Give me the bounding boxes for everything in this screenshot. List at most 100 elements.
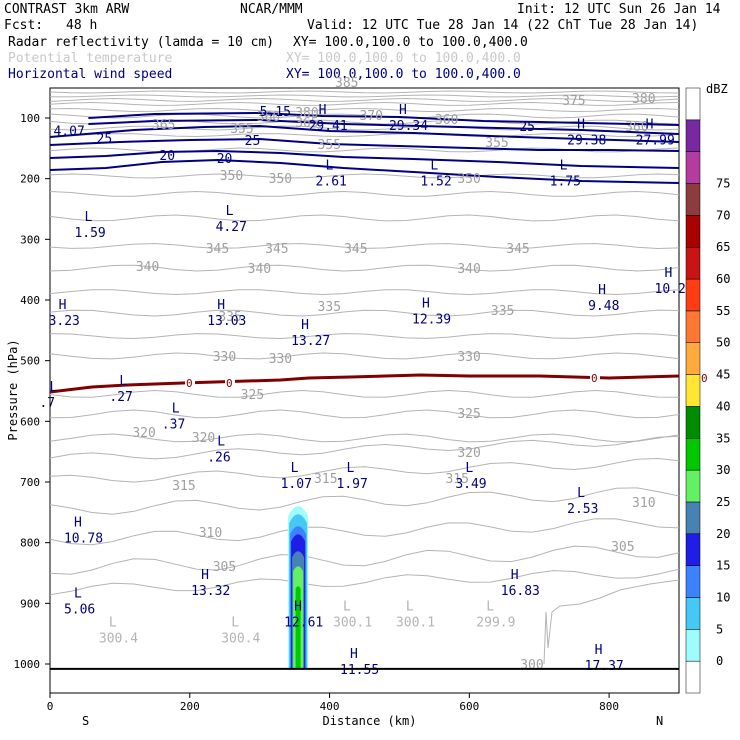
extremum-value: 2.61 <box>316 175 347 190</box>
y-tick-label: 800 <box>20 537 40 550</box>
extremum-type: L <box>74 586 82 601</box>
forecast-label: Fcst: <box>4 18 43 33</box>
theta-contour-labels: 385 380 380 375 370 365 365 360 360 360 355 355 355 3… <box>132 76 655 673</box>
wind-label: 0 <box>226 377 233 390</box>
theta-contour-line <box>49 264 680 272</box>
theta-label: 360 <box>625 120 648 135</box>
theta-label: 340 <box>457 262 480 277</box>
colorbar-swatch <box>685 597 701 630</box>
theta-label: 345 <box>206 242 229 257</box>
colorbar-swatch <box>685 660 701 694</box>
theta-contour-line <box>49 97 680 102</box>
zero-wind-line <box>49 373 680 394</box>
theta-label: 355 <box>318 138 341 153</box>
colorbar-swatch <box>685 533 701 566</box>
wind-label: 0 <box>186 377 193 390</box>
extremum-value: 3.23 <box>49 314 80 329</box>
extremum-type: L <box>347 461 355 476</box>
extremum-value: 11.55 <box>340 663 379 678</box>
y-tick-label: 500 <box>20 355 40 368</box>
theta-contour-line <box>49 125 680 131</box>
extremum-type: H <box>350 647 358 662</box>
colorbar-swatch <box>685 310 701 343</box>
colorbar-level: 60 <box>716 272 730 286</box>
colorbar-unit: dBZ <box>706 82 728 96</box>
wind-label-mask <box>185 378 195 387</box>
field-reflectivity-xy: XY= 100.0,100.0 to 100.0,400.0 <box>293 35 528 50</box>
x-tick-label: 400 <box>320 700 340 713</box>
y-tick-label: 1000 <box>14 658 41 671</box>
colorbar-level: 45 <box>716 368 730 382</box>
wind-label: 20 <box>159 149 175 164</box>
theta-contour-line <box>49 309 680 317</box>
colorbar-swatch <box>685 119 701 152</box>
header: CONTRAST 3km ARW NCAR/MMM Init: 12 UTC S… <box>4 2 721 82</box>
x-tick-label: 200 <box>180 700 200 713</box>
wind-contour-line <box>88 118 680 135</box>
extremum-value: 1.59 <box>74 226 105 241</box>
init-time: Init: 12 UTC Sun 26 Jan 14 <box>517 2 721 17</box>
extremum-type: H <box>598 283 606 298</box>
colorbar-swatch <box>685 406 701 439</box>
extremum-value: 300.1 <box>333 616 372 631</box>
extremum-type: H <box>319 103 327 118</box>
colorbar-level: 55 <box>716 304 730 318</box>
extremum-type: H <box>511 568 519 583</box>
extremum-type: L <box>577 486 585 501</box>
extremum-value: 13.32 <box>191 584 230 599</box>
theta-label: 365 <box>295 116 318 131</box>
theta-label: 345 <box>506 242 529 257</box>
theta-label: 335 <box>491 304 514 319</box>
extremum-value: 1.75 <box>550 175 581 190</box>
wind-contour-line <box>49 158 680 184</box>
extremum-type: L <box>119 374 127 389</box>
extremum-value: .7 <box>39 396 55 411</box>
theta-contour-line <box>49 132 680 138</box>
extremum-type: H <box>201 568 209 583</box>
wind-label-mask <box>700 373 710 382</box>
theta-contour-line <box>49 435 680 460</box>
extremum-value: 29.34 <box>389 119 428 134</box>
y-tick-label: 600 <box>20 415 40 428</box>
wind-label: 0 <box>591 372 598 385</box>
theta-contour-line <box>49 409 680 419</box>
colorbar-swatch <box>685 629 701 662</box>
zero-wind-contour <box>49 373 680 394</box>
wind-contour-line <box>88 111 680 126</box>
extremum-type: H <box>74 515 82 530</box>
extremum-value: 5.15 <box>260 105 291 120</box>
extremum-type: L <box>343 600 351 615</box>
theta-label: 320 <box>132 426 155 441</box>
theta-label: 355 <box>485 136 508 151</box>
theta-label: 335 <box>318 300 341 315</box>
y-tick-label: 200 <box>20 173 40 186</box>
wind-speed-contour-lines <box>49 111 680 184</box>
theta-label: 330 <box>457 350 480 365</box>
theta-label: 370 <box>359 109 382 124</box>
theta-contour-line <box>49 107 680 113</box>
extremum-value: .27 <box>109 390 132 405</box>
extremum-type: L <box>49 380 57 395</box>
theta-label: 330 <box>213 350 236 365</box>
theta-contour-line <box>49 94 680 98</box>
y-axis-label: Pressure (hPa) <box>6 339 20 440</box>
colorbar-level: 15 <box>716 559 730 573</box>
reflectivity-core <box>288 506 309 669</box>
extremum-value: 1.07 <box>281 477 312 492</box>
colorbar-level: 20 <box>716 527 730 541</box>
theta-label: 320 <box>192 431 215 446</box>
colorbar-swatch <box>685 87 701 121</box>
extremum-type: H <box>59 298 67 313</box>
y-tick-label: 900 <box>20 597 40 610</box>
extremum-value: 1.52 <box>420 175 451 190</box>
theta-label: 350 <box>220 169 243 184</box>
extremum-value: 9.48 <box>588 299 619 314</box>
extremum-value: 27.99 <box>636 133 675 148</box>
extremum-value: 29.41 <box>309 119 348 134</box>
theta-contour-line <box>49 457 680 483</box>
extremum-type: L <box>217 435 225 450</box>
theta-label: 310 <box>632 496 655 511</box>
extremum-type: L <box>486 600 494 615</box>
theta-label: 380 <box>295 106 318 121</box>
extremum-value: 16.83 <box>501 584 540 599</box>
